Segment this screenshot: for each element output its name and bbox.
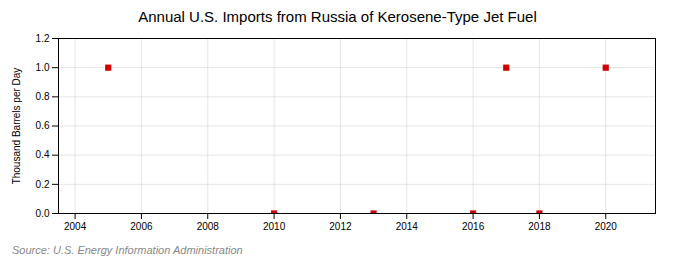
svg-text:Thousand Barrels per Day: Thousand Barrels per Day: [11, 68, 22, 185]
svg-text:0.4: 0.4: [36, 149, 50, 160]
svg-text:1.2: 1.2: [36, 33, 50, 44]
svg-text:0.8: 0.8: [36, 91, 50, 102]
svg-text:0.2: 0.2: [36, 179, 50, 190]
svg-text:2018: 2018: [528, 221, 551, 232]
svg-text:2020: 2020: [595, 221, 618, 232]
svg-text:2006: 2006: [130, 221, 153, 232]
svg-text:0.6: 0.6: [36, 120, 50, 131]
svg-text:1.0: 1.0: [36, 62, 50, 73]
svg-text:2010: 2010: [263, 221, 286, 232]
svg-text:2014: 2014: [396, 221, 419, 232]
html-text:Source: U.S. Energy Informatio: Source: U.S. Energy Information Administ…: [12, 244, 243, 256]
svg-text:2012: 2012: [329, 221, 352, 232]
svg-text:2004: 2004: [64, 221, 87, 232]
html-text:Annual U.S. Imports from Russi: Annual U.S. Imports from Russia of Keros…: [138, 8, 537, 25]
svg-text:2016: 2016: [462, 221, 485, 232]
svg-text:0.0: 0.0: [36, 208, 50, 219]
svg-text:2008: 2008: [197, 221, 220, 232]
